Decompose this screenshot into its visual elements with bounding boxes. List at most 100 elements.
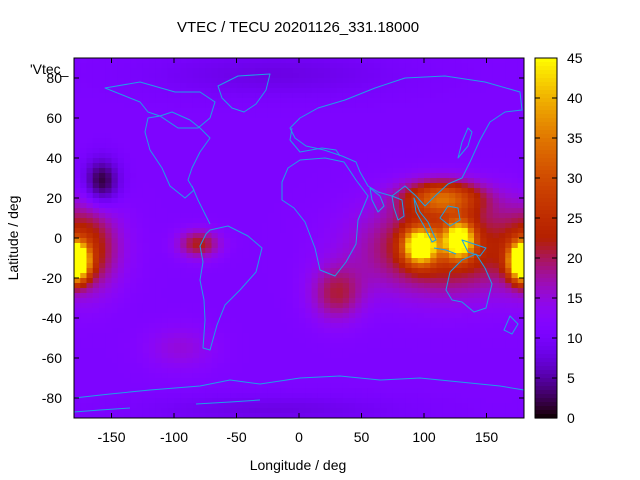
heatmap-cell: [124, 88, 131, 94]
heatmap-cell: [430, 298, 438, 304]
heatmap-cell: [436, 198, 444, 204]
heatmap-cell: [130, 163, 138, 169]
heatmap-cell: [486, 278, 494, 284]
heatmap-cell: [149, 308, 156, 314]
heatmap-cell: [86, 123, 94, 129]
heatmap-cell: [105, 173, 113, 179]
heatmap-cell: [249, 113, 256, 119]
heatmap-cell: [117, 153, 125, 159]
heatmap-cell: [267, 393, 275, 399]
heatmap-cell: [492, 133, 500, 139]
heatmap-cell: [280, 223, 288, 229]
heatmap-cell: [80, 363, 88, 369]
heatmap-cell: [267, 103, 275, 109]
heatmap-cell: [274, 253, 281, 259]
heatmap-cell: [180, 348, 188, 354]
heatmap-cell: [424, 258, 431, 264]
heatmap-cell: [236, 93, 244, 99]
heatmap-cell: [386, 178, 394, 184]
heatmap-cell: [261, 238, 269, 244]
heatmap-cell: [217, 353, 225, 359]
heatmap-cell: [149, 388, 156, 394]
heatmap-cell: [299, 173, 306, 179]
heatmap-cell: [242, 148, 250, 154]
heatmap-cell: [386, 323, 394, 329]
heatmap-cell: [74, 143, 81, 149]
heatmap-cell: [286, 373, 294, 379]
heatmap-cell: [505, 278, 513, 284]
heatmap-cell: [367, 138, 375, 144]
heatmap-cell: [336, 103, 344, 109]
heatmap-cell: [161, 248, 169, 254]
heatmap-cell: [280, 258, 288, 264]
heatmap-cell: [467, 223, 475, 229]
heatmap-cell: [361, 358, 369, 364]
heatmap-cell: [217, 218, 225, 224]
heatmap-cell: [136, 163, 144, 169]
heatmap-cell: [305, 73, 313, 79]
heatmap-cell: [367, 183, 375, 189]
heatmap-cell: [167, 68, 175, 74]
heatmap-cell: [111, 358, 119, 364]
heatmap-cell: [86, 378, 94, 384]
heatmap-cell: [324, 143, 331, 149]
heatmap-cell: [280, 208, 288, 214]
heatmap-cell: [111, 298, 119, 304]
heatmap-cell: [249, 333, 256, 339]
heatmap-cell: [224, 63, 231, 69]
heatmap-cell: [292, 353, 300, 359]
heatmap-cell: [492, 138, 500, 144]
heatmap-cell: [149, 178, 156, 184]
heatmap-cell: [249, 203, 256, 209]
heatmap-cell: [411, 333, 419, 339]
heatmap-cell: [217, 158, 225, 164]
heatmap-cell: [455, 398, 463, 404]
heatmap-cell: [161, 353, 169, 359]
heatmap-cell: [392, 343, 400, 349]
heatmap-cell: [455, 268, 463, 274]
heatmap-cell: [192, 213, 200, 219]
heatmap-cell: [92, 203, 100, 209]
heatmap-cell: [374, 268, 381, 274]
heatmap-cell: [411, 143, 419, 149]
heatmap-cell: [336, 278, 344, 284]
heatmap-cell: [111, 128, 119, 134]
heatmap-cell: [124, 143, 131, 149]
heatmap-cell: [399, 293, 406, 299]
heatmap-cell: [274, 268, 281, 274]
heatmap-cell: [149, 313, 156, 319]
heatmap-cell: [411, 223, 419, 229]
heatmap-cell: [167, 143, 175, 149]
heatmap-cell: [330, 228, 338, 234]
heatmap-cell: [161, 153, 169, 159]
heatmap-cell: [99, 133, 106, 139]
heatmap-cell: [505, 173, 513, 179]
heatmap-cell: [499, 213, 506, 219]
heatmap-cell: [480, 393, 488, 399]
heatmap-cell: [105, 73, 113, 79]
heatmap-cell: [261, 298, 269, 304]
heatmap-cell: [467, 78, 475, 84]
heatmap-cell: [317, 373, 325, 379]
heatmap-cell: [105, 113, 113, 119]
heatmap-cell: [342, 373, 350, 379]
heatmap-cell: [236, 183, 244, 189]
heatmap-cell: [74, 358, 81, 364]
heatmap-cell: [311, 138, 319, 144]
heatmap-cell: [474, 148, 481, 154]
heatmap-cell: [80, 338, 88, 344]
heatmap-cell: [249, 108, 256, 114]
heatmap-cell: [424, 183, 431, 189]
heatmap-cell: [486, 323, 494, 329]
heatmap-cell: [274, 123, 281, 129]
heatmap-cell: [517, 333, 524, 339]
heatmap-cell: [217, 308, 225, 314]
heatmap-cell: [411, 208, 419, 214]
heatmap-cell: [236, 388, 244, 394]
heatmap-cell: [217, 88, 225, 94]
heatmap-cell: [392, 313, 400, 319]
heatmap-cell: [174, 203, 181, 209]
heatmap-cell: [505, 188, 513, 194]
heatmap-cell: [205, 188, 213, 194]
heatmap-cell: [149, 323, 156, 329]
